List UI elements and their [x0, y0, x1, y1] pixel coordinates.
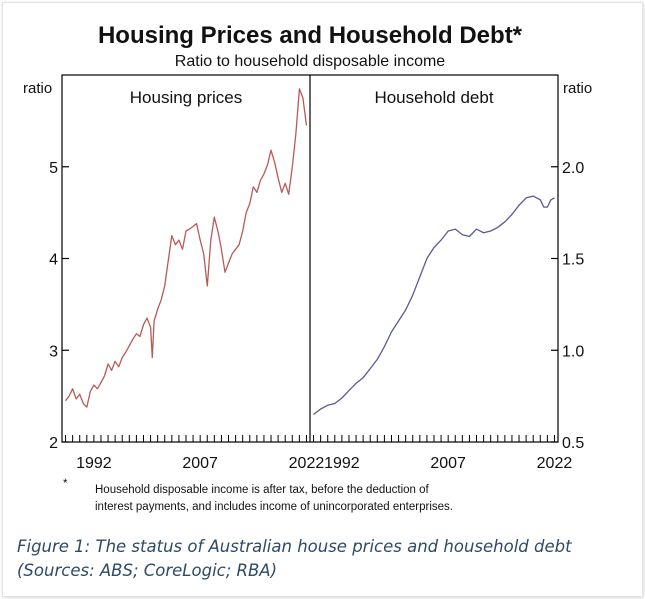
y-tick-label-right: 1.0 [562, 343, 584, 360]
panel-label-housing-prices: Housing prices [130, 88, 242, 107]
right-axis-unit: ratio [563, 80, 592, 97]
tick-labels: 1992 2007 2022 2 3 4 5 1992 2007 2022 0.5 1.0 1.5 2.0 [49, 160, 584, 472]
figure-caption: Figure 1: The status of Australian house… [17, 535, 637, 583]
y-tick-label-right: 2.0 [562, 160, 584, 177]
x-tick-label: 2022 [289, 455, 325, 472]
caption-line-2: (Sources: ABS; CoreLogic; RBA) [17, 561, 278, 580]
housing-prices-line [64, 88, 308, 408]
footnote-marker: * [63, 478, 68, 490]
x-tick-label: 2022 [537, 455, 573, 472]
y-tick-label-left: 3 [49, 343, 58, 360]
y-tick-label-left: 4 [49, 252, 58, 269]
series-lines [64, 88, 555, 416]
axis-ticks [62, 166, 558, 443]
household-debt-line [313, 195, 555, 416]
footnote-line-1: Household disposable income is after tax… [95, 484, 430, 496]
caption-line-1: Figure 1: The status of Australian house… [17, 537, 572, 556]
x-tick-label: 2007 [182, 455, 218, 472]
chart-figure: Housing Prices and Household Debt* Ratio… [23, 22, 592, 513]
y-tick-label-left: 2 [49, 435, 58, 452]
left-axis-unit: ratio [23, 80, 52, 97]
x-tick-label: 1992 [76, 455, 112, 472]
x-tick-label: 1992 [324, 455, 360, 472]
footnote-line-2: interest payments, and includes income o… [95, 501, 453, 513]
panel-label-household-debt: Household debt [374, 88, 493, 107]
y-tick-label-right: 0.5 [562, 435, 584, 452]
x-tick-label: 2007 [430, 455, 466, 472]
chart-title: Housing Prices and Household Debt* [98, 22, 523, 49]
chart-subtitle: Ratio to household disposable income [175, 53, 446, 70]
y-tick-label-left: 5 [49, 160, 58, 177]
y-tick-label-right: 1.5 [562, 252, 584, 269]
